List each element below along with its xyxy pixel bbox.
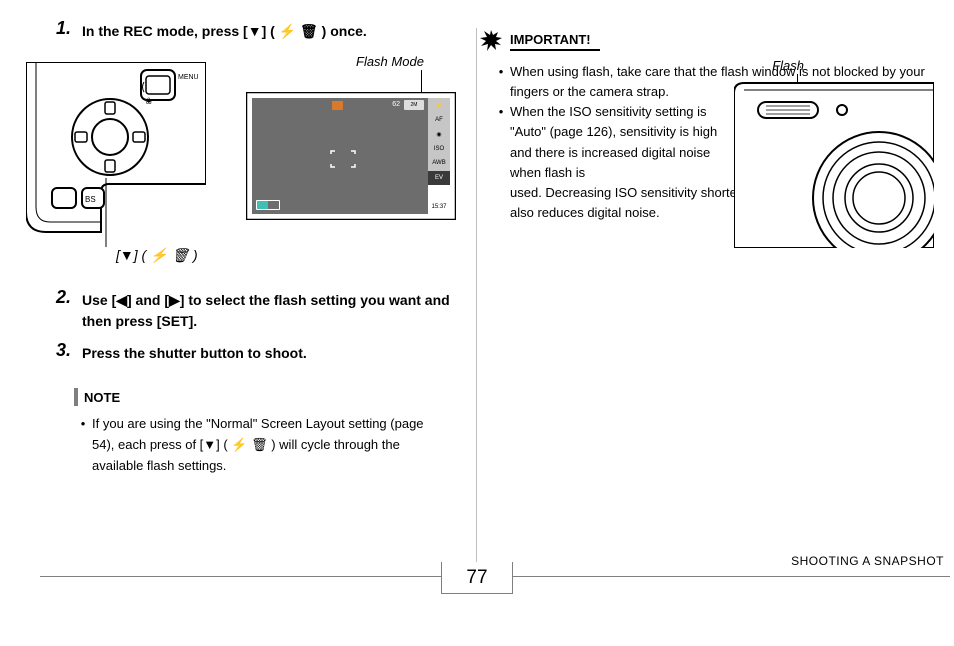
step-3: 3. Press the shutter button to shoot. <box>56 340 452 364</box>
lcd-side-strip: ⚡ AF ◉ ISO AWB EV 15:37 <box>428 98 450 214</box>
focus-brackets-icon <box>330 150 356 168</box>
lcd-screen: 62 2M ⚡ AF ◉ ISO AWB <box>246 92 456 220</box>
strip-awb: AWB <box>428 156 450 171</box>
strip-iso: ISO <box>428 142 450 157</box>
manual-page: 1. In the REC mode, press [▼] ( ⚡ 🗑 ) on… <box>0 0 954 646</box>
step-number: 3. <box>56 340 82 364</box>
camera-front-illustration <box>734 78 934 248</box>
right-column: IMPORTANT! Flash <box>462 18 932 578</box>
battery-icon <box>256 200 280 210</box>
bullet-icon: • <box>492 102 510 223</box>
svg-text:MENU: MENU <box>178 74 199 81</box>
step-2: 2. Use [◀] and [▶] to select the flash s… <box>56 287 452 332</box>
note-bar-icon <box>74 388 78 406</box>
note-block: NOTE • If you are using the "Normal" Scr… <box>74 388 442 476</box>
flash-label: Flash <box>772 58 804 73</box>
camera-back-illustration: MENU ❀ BS <box>26 62 206 232</box>
important-title: IMPORTANT! <box>510 32 600 51</box>
page-footer: SHOOTING A SNAPSHOT 77 <box>0 576 954 626</box>
svg-text:BS: BS <box>85 195 96 204</box>
note-title: NOTE <box>84 390 120 405</box>
step-text: Use [◀] and [▶] to select the flash sett… <box>82 287 452 332</box>
step-number: 1. <box>56 18 82 42</box>
lcd-top-number: 62 <box>392 101 400 108</box>
strip-flash: ⚡ <box>428 98 450 113</box>
note-bullet-text: If you are using the "Normal" Screen Lay… <box>92 414 442 476</box>
svg-text:❀: ❀ <box>145 96 153 106</box>
bullet-icon: • <box>492 62 510 102</box>
step-1: 1. In the REC mode, press [▼] ( ⚡ 🗑 ) on… <box>56 18 452 42</box>
strip-af: AF <box>428 113 450 128</box>
left-column: 1. In the REC mode, press [▼] ( ⚡ 🗑 ) on… <box>0 18 462 578</box>
step-number: 2. <box>56 287 82 332</box>
footer-section-title: SHOOTING A SNAPSHOT <box>791 554 944 568</box>
important-header: IMPORTANT! <box>480 30 928 52</box>
burst-icon <box>480 30 502 52</box>
note-header: NOTE <box>74 388 442 406</box>
strip-gap <box>428 185 450 200</box>
lcd-resolution-icon: 2M <box>404 100 424 110</box>
down-key-label: [▼] ( ⚡ 🗑 ) <box>116 247 198 264</box>
lcd-viewport: 62 2M <box>252 98 428 214</box>
step-text: In the REC mode, press [▼] ( ⚡ 🗑 ) once. <box>82 18 367 42</box>
bullet-icon: • <box>74 414 92 476</box>
step-text: Press the shutter button to shoot. <box>82 340 307 364</box>
note-bullet: • If you are using the "Normal" Screen L… <box>74 414 442 476</box>
flash-diagram: MENU ❀ BS <box>56 52 452 267</box>
strip-time: 15:37 <box>428 200 450 215</box>
strip-target: ◉ <box>428 127 450 142</box>
strip-ev: EV <box>428 171 450 186</box>
rec-mode-icon <box>332 101 343 110</box>
page-number: 77 <box>441 562 513 594</box>
content-area: 1. In the REC mode, press [▼] ( ⚡ 🗑 ) on… <box>0 18 954 578</box>
flash-mode-label: Flash Mode <box>356 54 424 69</box>
